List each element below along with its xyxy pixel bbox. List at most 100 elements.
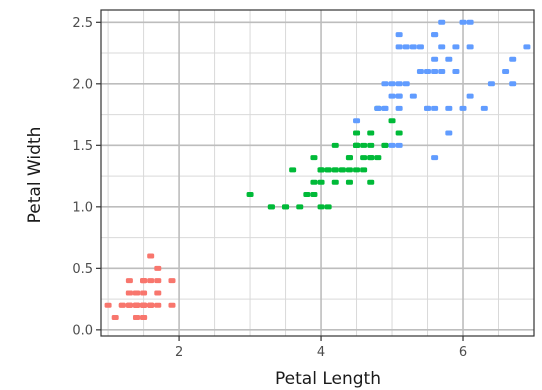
data-point bbox=[438, 69, 446, 75]
data-point bbox=[154, 302, 162, 308]
data-point bbox=[154, 278, 162, 284]
data-point bbox=[466, 44, 474, 50]
data-point bbox=[353, 130, 361, 136]
panel-border bbox=[100, 9, 535, 337]
data-point bbox=[459, 105, 467, 111]
data-point bbox=[480, 105, 488, 111]
data-point bbox=[360, 167, 368, 173]
data-point bbox=[331, 179, 339, 185]
axis-layer: 2 4 6 0.0 0.5 1.0 1.5 2.0 2.5 bbox=[72, 16, 467, 360]
data-point bbox=[431, 155, 439, 161]
data-point bbox=[509, 56, 517, 62]
data-point bbox=[246, 192, 254, 198]
data-point bbox=[381, 81, 389, 87]
data-point bbox=[132, 315, 140, 321]
data-point bbox=[395, 93, 403, 99]
data-point bbox=[168, 278, 176, 284]
data-point bbox=[409, 93, 417, 99]
data-point bbox=[267, 204, 275, 210]
data-point bbox=[367, 179, 375, 185]
data-point bbox=[324, 167, 332, 173]
data-point bbox=[317, 167, 325, 173]
data-point bbox=[424, 105, 432, 111]
data-point bbox=[353, 142, 361, 148]
data-point bbox=[395, 105, 403, 111]
data-point bbox=[395, 142, 403, 148]
data-point bbox=[431, 32, 439, 38]
x-tick-label: 6 bbox=[459, 345, 467, 360]
data-point bbox=[317, 204, 325, 210]
data-point bbox=[466, 19, 474, 25]
data-point bbox=[445, 56, 453, 62]
data-point bbox=[487, 81, 495, 87]
data-point bbox=[509, 81, 517, 87]
data-point bbox=[147, 253, 155, 259]
data-point bbox=[466, 93, 474, 99]
data-point bbox=[360, 155, 368, 161]
y-axis-title: Petal Width bbox=[25, 127, 45, 224]
data-point bbox=[132, 290, 140, 296]
data-point bbox=[125, 302, 133, 308]
data-point bbox=[431, 105, 439, 111]
y-tick-label: 1.0 bbox=[72, 200, 93, 215]
data-point bbox=[445, 105, 453, 111]
data-point bbox=[360, 142, 368, 148]
data-point bbox=[381, 142, 389, 148]
x-axis-title: Petal Length bbox=[275, 369, 381, 389]
data-point bbox=[324, 204, 332, 210]
data-point bbox=[367, 142, 375, 148]
data-point bbox=[296, 204, 304, 210]
y-tick-label: 0.5 bbox=[72, 262, 93, 277]
data-point bbox=[438, 19, 446, 25]
data-point bbox=[452, 44, 460, 50]
data-point bbox=[402, 81, 410, 87]
data-point bbox=[381, 105, 389, 111]
y-tick-label: 0.0 bbox=[72, 323, 93, 338]
data-point bbox=[317, 179, 325, 185]
data-point bbox=[431, 56, 439, 62]
data-point bbox=[431, 69, 439, 75]
data-point bbox=[367, 155, 375, 161]
data-point bbox=[331, 167, 339, 173]
data-point bbox=[452, 69, 460, 75]
x-tick-label: 2 bbox=[175, 345, 183, 360]
data-point bbox=[282, 204, 290, 210]
data-point bbox=[388, 118, 396, 124]
data-point bbox=[424, 69, 432, 75]
points-layer bbox=[104, 19, 531, 321]
data-point bbox=[438, 44, 446, 50]
data-point bbox=[132, 302, 140, 308]
data-point bbox=[303, 192, 311, 198]
data-point bbox=[118, 302, 126, 308]
data-point bbox=[409, 44, 417, 50]
data-point bbox=[345, 155, 353, 161]
data-point bbox=[140, 290, 148, 296]
data-point bbox=[154, 290, 162, 296]
data-point bbox=[104, 302, 112, 308]
data-point bbox=[502, 69, 510, 75]
data-point bbox=[345, 167, 353, 173]
data-point bbox=[374, 155, 382, 161]
y-tick-label: 1.5 bbox=[72, 139, 93, 154]
data-point bbox=[395, 81, 403, 87]
data-point bbox=[523, 44, 531, 50]
data-point bbox=[310, 155, 318, 161]
data-point bbox=[147, 302, 155, 308]
data-point bbox=[168, 302, 176, 308]
data-point bbox=[345, 179, 353, 185]
data-point bbox=[310, 192, 318, 198]
data-point bbox=[147, 278, 155, 284]
data-point bbox=[353, 118, 361, 124]
data-point bbox=[374, 105, 382, 111]
data-point bbox=[310, 179, 318, 185]
data-point bbox=[353, 167, 361, 173]
data-point bbox=[395, 130, 403, 136]
data-point bbox=[367, 130, 375, 136]
data-point bbox=[140, 278, 148, 284]
data-point bbox=[416, 69, 424, 75]
y-tick-label: 2.5 bbox=[72, 16, 93, 31]
data-point bbox=[402, 44, 410, 50]
data-point bbox=[125, 278, 133, 284]
